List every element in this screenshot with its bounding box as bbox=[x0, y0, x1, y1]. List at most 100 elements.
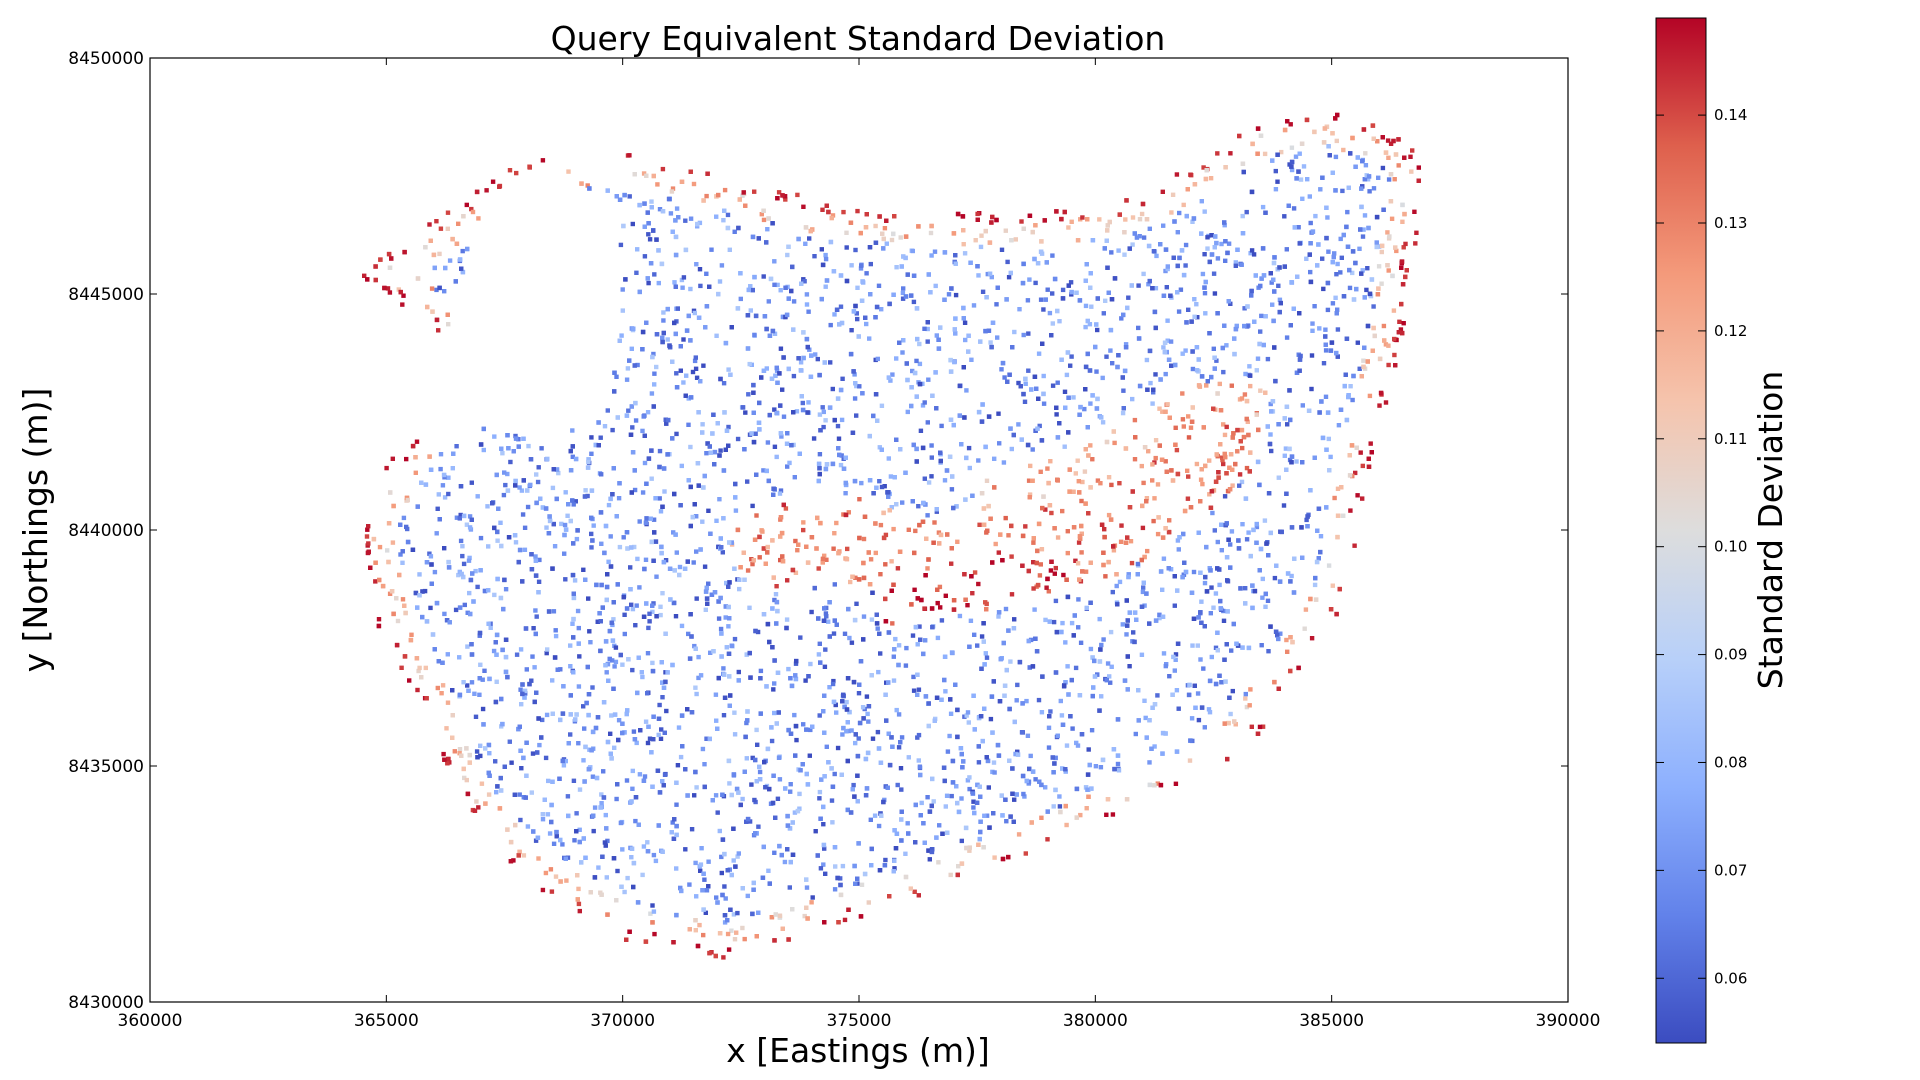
scatter-point bbox=[605, 572, 610, 577]
scatter-point bbox=[1085, 351, 1090, 357]
scatter-point bbox=[755, 742, 760, 747]
scatter-point bbox=[1204, 544, 1209, 550]
scatter-point bbox=[696, 675, 701, 681]
scatter-point bbox=[642, 460, 648, 466]
scatter-point bbox=[1309, 636, 1315, 641]
scatter-point bbox=[763, 785, 768, 790]
scatter-point bbox=[916, 893, 921, 898]
scatter-point bbox=[692, 358, 698, 364]
scatter-point bbox=[605, 912, 610, 917]
scatter-point bbox=[568, 732, 573, 737]
scatter-point bbox=[1402, 211, 1407, 217]
scatter-point bbox=[1374, 240, 1379, 245]
scatter-point bbox=[979, 634, 985, 639]
scatter-point bbox=[1214, 240, 1219, 246]
scatter-point bbox=[650, 920, 655, 925]
scatter-point bbox=[1335, 354, 1340, 359]
scatter-point bbox=[531, 626, 536, 631]
scatter-point bbox=[960, 765, 965, 770]
scatter-point bbox=[1211, 346, 1216, 351]
scatter-point bbox=[876, 283, 882, 288]
scatter-point bbox=[1108, 680, 1113, 685]
scatter-point bbox=[1223, 454, 1228, 460]
scatter-point bbox=[1154, 253, 1159, 259]
scatter-point bbox=[693, 769, 698, 775]
scatter-point bbox=[754, 727, 759, 733]
scatter-point bbox=[726, 604, 731, 610]
scatter-point bbox=[1303, 607, 1309, 612]
scatter-point bbox=[665, 452, 670, 457]
scatter-point bbox=[752, 189, 757, 194]
scatter-point bbox=[660, 779, 665, 784]
scatter-point bbox=[1032, 374, 1038, 379]
scatter-point bbox=[615, 582, 620, 587]
scatter-point bbox=[879, 403, 885, 408]
scatter-point bbox=[1036, 396, 1041, 401]
scatter-point bbox=[736, 225, 741, 231]
scatter-point bbox=[920, 519, 926, 524]
scatter-point bbox=[573, 717, 578, 722]
scatter-point bbox=[816, 461, 822, 467]
scatter-point bbox=[1209, 654, 1214, 660]
scatter-point bbox=[1233, 263, 1238, 268]
scatter-point bbox=[1171, 255, 1176, 260]
scatter-point bbox=[886, 456, 891, 461]
scatter-point bbox=[576, 625, 581, 631]
scatter-point bbox=[1191, 216, 1197, 221]
scatter-point bbox=[1326, 563, 1332, 568]
scatter-point bbox=[1332, 251, 1337, 256]
scatter-point bbox=[1190, 643, 1195, 648]
scatter-point bbox=[865, 750, 871, 756]
scatter-point bbox=[464, 202, 469, 208]
scatter-point bbox=[1009, 238, 1014, 243]
scatter-point bbox=[971, 693, 976, 698]
scatter-point bbox=[465, 683, 470, 688]
scatter-point bbox=[1089, 728, 1095, 733]
scatter-point bbox=[1175, 471, 1181, 477]
scatter-point bbox=[1207, 259, 1212, 265]
scatter-point bbox=[583, 744, 588, 750]
scatter-point bbox=[634, 740, 639, 746]
scatter-point bbox=[1173, 362, 1178, 368]
scatter-point bbox=[905, 409, 910, 415]
scatter-point bbox=[652, 371, 657, 376]
scatter-point bbox=[641, 171, 647, 176]
scatter-point bbox=[929, 606, 935, 611]
scatter-point bbox=[1186, 474, 1191, 479]
scatter-point bbox=[1289, 460, 1294, 465]
scatter-point bbox=[1207, 458, 1212, 463]
scatter-point bbox=[805, 916, 810, 921]
scatter-point bbox=[764, 240, 769, 245]
scatter-point bbox=[679, 713, 685, 718]
scatter-point bbox=[830, 681, 836, 687]
scatter-point bbox=[1329, 340, 1335, 345]
scatter-point bbox=[1200, 481, 1205, 487]
scatter-point bbox=[574, 536, 580, 542]
scatter-point bbox=[457, 655, 462, 660]
scatter-point bbox=[1300, 196, 1305, 201]
scatter-point bbox=[883, 619, 889, 624]
scatter-point bbox=[845, 807, 850, 813]
scatter-point bbox=[848, 351, 854, 357]
scatter-point bbox=[906, 755, 911, 760]
scatter-point bbox=[649, 199, 654, 204]
scatter-point bbox=[1209, 489, 1215, 494]
scatter-point bbox=[1060, 508, 1065, 514]
scatter-point bbox=[1283, 446, 1289, 451]
scatter-point bbox=[817, 796, 822, 801]
scatter-point bbox=[500, 451, 505, 456]
scatter-point bbox=[976, 760, 982, 765]
scatter-point bbox=[1012, 719, 1017, 725]
scatter-point bbox=[851, 309, 857, 314]
scatter-point bbox=[1188, 738, 1193, 743]
scatter-point bbox=[734, 786, 740, 792]
scatter-point bbox=[1047, 619, 1052, 624]
scatter-point bbox=[679, 277, 685, 283]
scatter-point bbox=[891, 869, 896, 874]
scatter-point bbox=[809, 535, 815, 540]
scatter-point bbox=[598, 805, 603, 810]
scatter-point bbox=[722, 187, 728, 193]
scatter-point bbox=[903, 470, 908, 475]
scatter-point bbox=[1207, 710, 1213, 715]
scatter-point bbox=[897, 340, 902, 345]
